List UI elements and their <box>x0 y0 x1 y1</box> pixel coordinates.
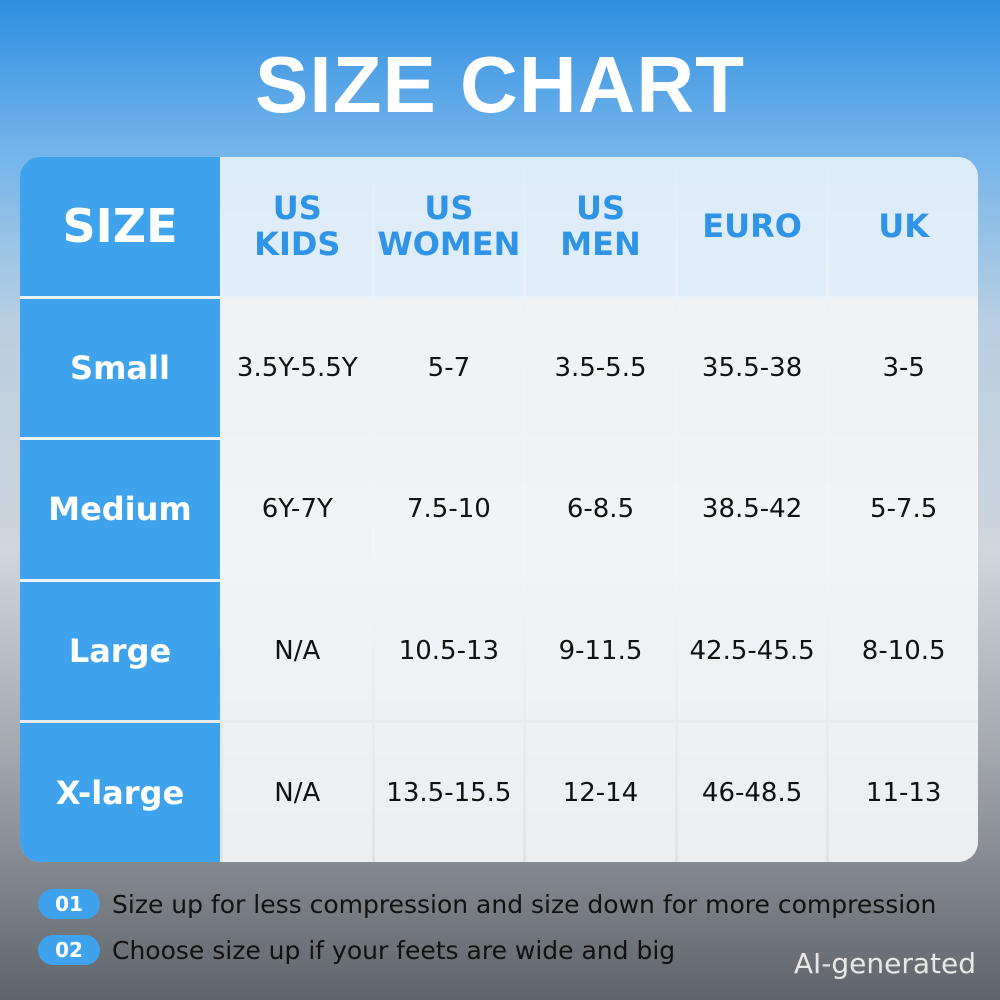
size-value: 3.5-5.5 <box>526 298 675 438</box>
size-value: 35.5-38 <box>677 298 827 438</box>
column-header: UK <box>829 157 978 296</box>
size-value: 13.5-15.5 <box>374 723 524 862</box>
size-table: SIZE US KIDS US WOMEN US MEN EURO UK Small 3.5Y… <box>20 157 978 862</box>
column-header: US MEN <box>526 157 675 296</box>
corner-header: SIZE <box>20 157 220 296</box>
watermark: AI-generated <box>793 947 976 980</box>
size-value: 3-5 <box>829 298 978 438</box>
note-number: 02 <box>38 935 100 965</box>
column-header: US KIDS <box>223 157 372 296</box>
size-value: 8-10.5 <box>829 581 978 721</box>
note: 02 Choose size up if your feets are wide… <box>38 935 675 965</box>
size-value: 38.5-42 <box>677 440 827 579</box>
size-value: 3.5Y-5.5Y <box>223 298 372 438</box>
size-value: 42.5-45.5 <box>677 581 827 721</box>
row-label: X-large <box>20 723 220 862</box>
row-label: Large <box>20 581 220 721</box>
size-value: 6-8.5 <box>526 440 675 579</box>
size-value: 12-14 <box>526 723 675 862</box>
size-value: N/A <box>223 581 372 721</box>
title: SIZE CHART <box>255 40 745 129</box>
size-value: 5-7.5 <box>829 440 978 579</box>
note-number: 01 <box>38 889 100 919</box>
size-value: 10.5-13 <box>374 581 524 721</box>
size-value: 6Y-7Y <box>223 440 372 579</box>
column-header: US WOMEN <box>374 157 524 296</box>
note-text: Choose size up if your feets are wide an… <box>112 935 676 965</box>
size-value: 7.5-10 <box>374 440 524 579</box>
note: 01 Size up for less compression and size… <box>38 889 936 919</box>
size-value: 9-11.5 <box>526 581 675 721</box>
note-text: Size up for less compression and size do… <box>112 889 937 919</box>
size-value: 5-7 <box>374 298 524 438</box>
column-header: EURO <box>677 157 827 296</box>
size-value: 11-13 <box>829 723 978 862</box>
row-label: Medium <box>20 440 220 579</box>
size-value: N/A <box>223 723 372 862</box>
size-value: 46-48.5 <box>677 723 827 862</box>
row-label: Small <box>20 298 220 438</box>
